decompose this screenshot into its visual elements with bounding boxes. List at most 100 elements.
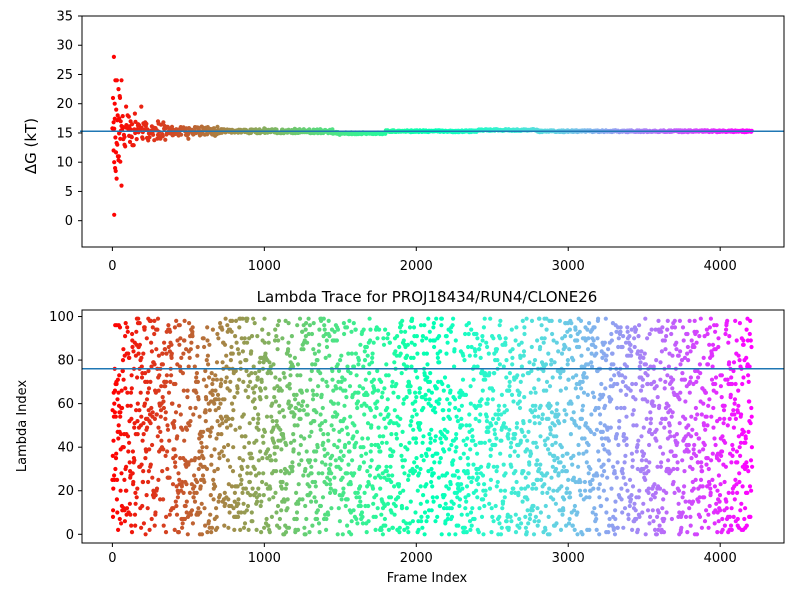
lambda-point: [545, 436, 550, 441]
lambda-point: [697, 514, 703, 520]
lambda-point: [466, 493, 471, 498]
lambda-point: [652, 495, 657, 500]
lambda-point: [262, 316, 267, 321]
lambda-point: [201, 456, 206, 461]
lambda-point: [154, 486, 160, 491]
lambda-point: [381, 434, 386, 439]
delta-g-point: [128, 127, 133, 132]
lambda-point: [427, 397, 432, 402]
lambda-point: [120, 368, 125, 374]
delta-g-point: [113, 168, 118, 174]
lambda-point: [730, 381, 735, 387]
lambda-point: [495, 358, 500, 363]
lambda-point: [609, 338, 615, 343]
lambda-point: [714, 501, 719, 506]
lambda-point: [410, 519, 415, 524]
lambda-point: [334, 338, 339, 343]
lambda-point: [669, 331, 674, 337]
lambda-point: [685, 344, 691, 350]
lambda-point: [269, 414, 274, 419]
lambda-point: [123, 386, 128, 391]
lambda-point: [702, 495, 707, 500]
lambda-point: [406, 477, 411, 482]
lambda-point: [418, 421, 423, 426]
lambda-point: [501, 462, 506, 467]
lambda-point: [273, 399, 278, 404]
lambda-point: [296, 401, 301, 406]
lambda-point: [720, 434, 725, 439]
lambda-point: [636, 349, 641, 354]
lambda-point: [211, 497, 216, 502]
lambda-point: [669, 516, 675, 522]
lambda-point: [356, 362, 361, 367]
lambda-point: [445, 429, 450, 434]
lambda-point: [405, 342, 410, 347]
lambda-point: [409, 364, 414, 369]
lambda-point: [279, 486, 285, 491]
lambda-point: [311, 347, 316, 352]
lambda-point: [123, 334, 128, 339]
lambda-point: [233, 427, 238, 432]
lambda-point: [375, 399, 380, 404]
lambda-point: [483, 488, 488, 493]
top-y-axis-label: ΔG (kT): [22, 118, 40, 174]
lambda-point: [199, 440, 204, 445]
lambda-point: [357, 464, 362, 469]
lambda-point: [172, 447, 177, 452]
lambda-point: [706, 466, 711, 472]
lambda-point: [260, 434, 265, 439]
lambda-point: [466, 331, 471, 337]
lambda-point: [697, 449, 702, 454]
lambda-point: [663, 347, 668, 352]
lambda-point: [601, 392, 606, 397]
delta-g-point: [113, 150, 119, 155]
lambda-point: [233, 334, 238, 339]
lambda-point: [379, 379, 384, 384]
lambda-point: [638, 388, 644, 393]
lambda-point: [618, 388, 623, 393]
lambda-point: [719, 395, 724, 400]
x-tick-label: 2000: [400, 551, 433, 566]
lambda-point: [737, 479, 742, 485]
lambda-point: [173, 453, 178, 458]
lambda-point: [267, 453, 273, 458]
lambda-point: [499, 525, 504, 530]
lambda-point: [514, 325, 519, 330]
lambda-point: [665, 318, 670, 323]
lambda-point: [600, 473, 605, 478]
lambda-point: [345, 364, 350, 369]
lambda-point: [439, 440, 444, 445]
lambda-point: [382, 516, 387, 522]
lambda-point: [600, 442, 606, 448]
lambda-point: [653, 327, 658, 332]
lambda-point: [195, 379, 200, 384]
lambda-point: [662, 425, 667, 430]
lambda-point: [717, 493, 723, 498]
lambda-point: [452, 473, 457, 478]
lambda-point: [301, 399, 306, 404]
lambda-point: [287, 353, 293, 358]
lambda-point: [540, 412, 545, 417]
lambda-point: [156, 425, 161, 430]
lambda-point: [583, 421, 589, 426]
lambda-point: [459, 416, 464, 421]
lambda-point: [465, 471, 470, 476]
lambda-point: [606, 530, 611, 535]
lambda-point: [474, 331, 479, 337]
lambda-point: [172, 527, 177, 533]
lambda-point: [335, 327, 341, 332]
lambda-point: [586, 362, 591, 367]
lambda-point: [518, 379, 523, 384]
lambda-point: [420, 338, 425, 343]
lambda-point: [670, 325, 675, 330]
lambda-point: [599, 381, 604, 387]
lambda-point: [296, 451, 301, 456]
lambda-point: [601, 488, 607, 493]
lambda-point: [385, 397, 390, 402]
lambda-point: [139, 364, 144, 369]
lambda-point: [283, 318, 288, 323]
lambda-point: [292, 355, 297, 360]
lambda-point: [642, 351, 647, 356]
lambda-point: [126, 351, 131, 356]
lambda-point: [185, 388, 190, 393]
